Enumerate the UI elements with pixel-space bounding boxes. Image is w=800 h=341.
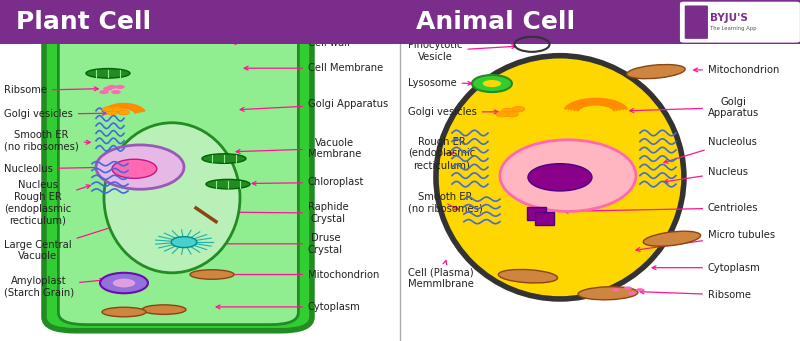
Ellipse shape: [500, 140, 636, 211]
Circle shape: [99, 90, 109, 94]
Circle shape: [512, 106, 525, 112]
Text: Druse
Crystal: Druse Crystal: [214, 233, 343, 255]
Text: Chloroplast: Chloroplast: [252, 177, 364, 188]
Ellipse shape: [190, 270, 234, 279]
FancyBboxPatch shape: [44, 20, 312, 331]
Text: Raphide
Crystal: Raphide Crystal: [222, 202, 349, 224]
Text: Pinocytotic
Vesicle: Pinocytotic Vesicle: [408, 40, 516, 62]
Text: Cytoplasm: Cytoplasm: [216, 302, 361, 312]
Text: Ribsome: Ribsome: [4, 85, 98, 95]
Text: Nucleolus: Nucleolus: [664, 136, 757, 163]
Text: Golgi
Apparatus: Golgi Apparatus: [630, 97, 759, 118]
Text: Ribsome: Ribsome: [640, 290, 751, 300]
Text: The Learning App: The Learning App: [710, 26, 756, 31]
Circle shape: [118, 110, 130, 115]
FancyBboxPatch shape: [58, 26, 298, 325]
Text: Lysosome: Lysosome: [408, 77, 472, 88]
Text: Plant Cell: Plant Cell: [16, 10, 151, 34]
FancyBboxPatch shape: [0, 0, 800, 44]
Circle shape: [636, 288, 644, 292]
Circle shape: [115, 85, 125, 89]
Ellipse shape: [142, 305, 186, 314]
Circle shape: [112, 159, 157, 178]
Text: Golgi vesicles: Golgi vesicles: [4, 109, 106, 119]
Text: Animal Cell: Animal Cell: [416, 10, 575, 34]
Ellipse shape: [104, 123, 240, 273]
Text: Centrioles: Centrioles: [564, 203, 758, 213]
Ellipse shape: [643, 231, 701, 246]
Circle shape: [496, 112, 509, 117]
Ellipse shape: [626, 64, 685, 79]
Text: Rough ER
(endoplasmic
recticulum): Rough ER (endoplasmic recticulum): [408, 137, 475, 170]
Circle shape: [628, 292, 636, 295]
Text: Amyloplast
(Starch Grain): Amyloplast (Starch Grain): [4, 276, 104, 297]
FancyBboxPatch shape: [685, 5, 708, 39]
Ellipse shape: [206, 179, 250, 189]
Circle shape: [472, 75, 512, 92]
Text: Cell wall: Cell wall: [232, 38, 350, 48]
Circle shape: [482, 79, 502, 88]
FancyBboxPatch shape: [535, 212, 554, 225]
Text: Mitochondrion: Mitochondrion: [226, 269, 379, 280]
Circle shape: [111, 90, 121, 94]
Text: Nucleus: Nucleus: [664, 167, 748, 183]
Ellipse shape: [86, 69, 130, 78]
FancyBboxPatch shape: [527, 207, 546, 220]
Circle shape: [110, 107, 122, 112]
Circle shape: [506, 112, 518, 117]
Circle shape: [102, 107, 114, 112]
Circle shape: [107, 85, 117, 89]
Circle shape: [624, 286, 632, 290]
Circle shape: [112, 278, 136, 288]
Text: Cell (Plasma)
Memmlbrane: Cell (Plasma) Memmlbrane: [408, 261, 474, 289]
Circle shape: [528, 164, 592, 191]
Text: Large Central
Vacuole: Large Central Vacuole: [4, 226, 114, 262]
Text: Cell Membrane: Cell Membrane: [244, 63, 383, 73]
Text: Vacuole
Membrane: Vacuole Membrane: [236, 137, 362, 159]
Text: Micro tubules: Micro tubules: [636, 230, 775, 251]
Ellipse shape: [202, 154, 246, 163]
Circle shape: [100, 273, 148, 293]
Ellipse shape: [96, 145, 184, 189]
Circle shape: [171, 237, 197, 248]
FancyBboxPatch shape: [680, 2, 800, 43]
Text: Smooth ER
(no ribosomes): Smooth ER (no ribosomes): [408, 192, 482, 214]
Circle shape: [612, 288, 620, 292]
Ellipse shape: [498, 269, 558, 283]
Ellipse shape: [102, 307, 146, 317]
Ellipse shape: [578, 287, 638, 300]
Text: Cytoplasm: Cytoplasm: [652, 263, 761, 273]
Text: Smooth ER
(no ribosomes): Smooth ER (no ribosomes): [4, 130, 90, 151]
Text: Golgi vesicles: Golgi vesicles: [408, 107, 498, 117]
Circle shape: [103, 87, 113, 91]
Circle shape: [502, 108, 514, 114]
Ellipse shape: [436, 56, 684, 299]
Circle shape: [106, 110, 118, 115]
Text: BYJU'S: BYJU'S: [710, 13, 747, 23]
Text: Nucleus
Rough ER
(endoplasmic
recticulum): Nucleus Rough ER (endoplasmic recticulum…: [4, 180, 90, 225]
Text: Golgi Apparatus: Golgi Apparatus: [240, 99, 388, 111]
Text: Nucleolus: Nucleolus: [4, 164, 114, 174]
Text: Mitochondrion: Mitochondrion: [694, 65, 779, 75]
